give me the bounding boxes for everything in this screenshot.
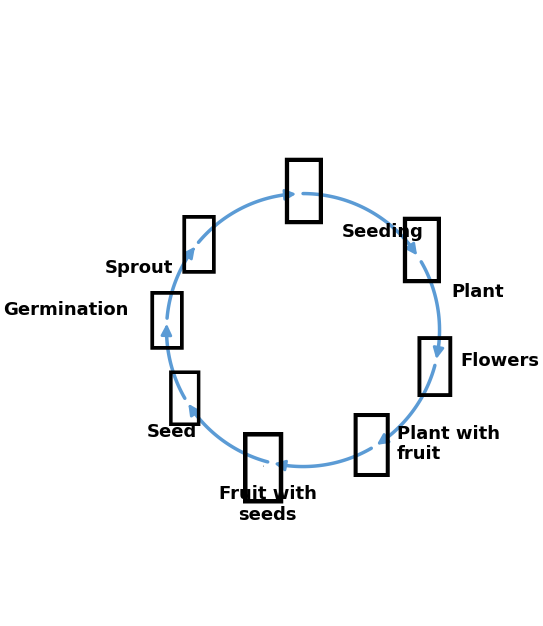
Text: 🌸: 🌸: [414, 332, 456, 399]
Text: Sprout: Sprout: [104, 259, 173, 277]
Text: 🫑: 🫑: [239, 427, 288, 505]
Text: 🌱: 🌱: [179, 209, 218, 275]
Text: Flowers: Flowers: [460, 352, 540, 370]
Text: Seed: Seed: [147, 423, 197, 441]
Text: 🍅: 🍅: [350, 409, 393, 478]
Text: Seeding: Seeding: [342, 223, 424, 241]
Text: 🌰: 🌰: [147, 285, 187, 351]
Text: 🪨: 🪨: [166, 368, 204, 428]
Text: 🌶: 🌶: [263, 466, 264, 467]
Text: Fruit with
seeds: Fruit with seeds: [219, 485, 317, 524]
Text: Germination: Germination: [3, 300, 129, 319]
Text: 🌿: 🌿: [399, 212, 444, 286]
Text: Plant with
fruit: Plant with fruit: [397, 424, 500, 463]
Text: Plant: Plant: [451, 283, 504, 300]
Text: 🌱: 🌱: [280, 152, 326, 227]
